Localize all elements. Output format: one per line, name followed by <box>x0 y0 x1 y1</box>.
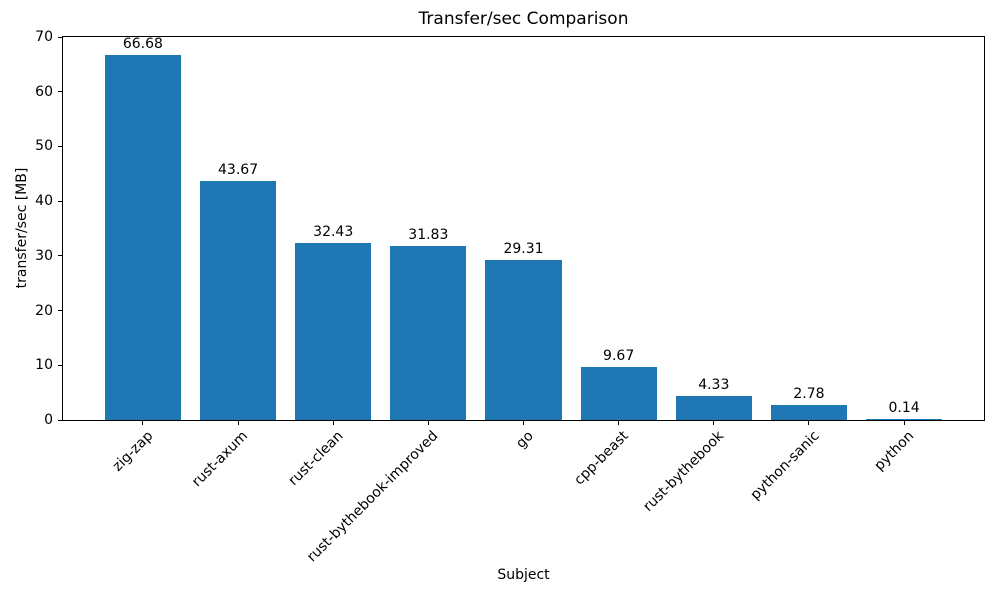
bar <box>295 242 372 420</box>
y-tick-label: 30 <box>35 247 53 264</box>
x-tick-mark <box>523 421 524 425</box>
bar-value-label: 4.33 <box>698 377 730 394</box>
y-tick-mark <box>58 36 62 38</box>
y-tick-label: 10 <box>35 357 53 374</box>
bar-value-label: 31.83 <box>408 226 449 243</box>
y-tick-mark <box>58 255 62 257</box>
bar-value-label: 0.14 <box>888 400 920 416</box>
x-tick-label: rust-axum <box>189 428 252 491</box>
y-tick-mark <box>58 419 62 421</box>
y-tick-mark <box>58 364 62 366</box>
bar-value-label: 2.78 <box>793 385 825 402</box>
y-tick-mark <box>58 200 62 202</box>
bar-value-label: 66.68 <box>122 36 163 53</box>
bar <box>390 245 467 420</box>
x-tick-mark <box>618 421 620 425</box>
x-tick-mark <box>332 421 334 425</box>
bar-value-label: 32.43 <box>313 223 354 240</box>
x-tick-label: go <box>513 428 537 452</box>
x-tick-mark <box>142 421 144 425</box>
bar-value-label: 43.67 <box>218 162 259 179</box>
x-tick-label: cpp-beast <box>571 428 632 489</box>
bar <box>104 55 181 420</box>
y-tick-mark <box>58 145 62 147</box>
x-tick-label: zig-zap <box>109 428 157 475</box>
x-tick-label: python <box>871 428 918 474</box>
y-tick-mark <box>58 310 62 312</box>
x-tick-label: rust-clean <box>285 428 347 489</box>
bar-value-label: 29.31 <box>503 240 544 257</box>
bar <box>770 404 847 420</box>
y-tick-label: 40 <box>35 193 53 210</box>
bar-value-label: 9.67 <box>603 348 635 365</box>
x-tick-mark <box>808 421 810 425</box>
x-tick-mark <box>713 421 715 425</box>
bar <box>485 259 562 420</box>
bar <box>200 181 277 420</box>
bar <box>675 396 752 420</box>
y-tick-label: 60 <box>35 83 53 100</box>
y-tick-label: 0 <box>44 412 53 428</box>
y-tick-mark <box>58 91 62 93</box>
x-tick-mark <box>427 421 429 425</box>
x-tick-label: rust-bythebook <box>640 428 728 515</box>
bar <box>866 419 943 420</box>
chart-title: Transfer/sec Comparison <box>418 9 629 29</box>
x-tick-label: python-sanic <box>747 428 823 504</box>
x-tick-mark <box>903 421 905 425</box>
plot-area: 0 10 20 30 40 50 60 70 66.68 zig-zap 43.67 rust-axu… <box>35 29 985 565</box>
y-tick-label: 20 <box>35 302 53 319</box>
bar <box>580 367 657 420</box>
x-tick-mark <box>237 421 239 425</box>
y-tick-label: 70 <box>35 29 53 45</box>
y-axis-label: transfer/sec [MB] <box>14 167 30 289</box>
y-tick-label: 50 <box>35 138 53 155</box>
x-axis-label: Subject <box>497 567 550 583</box>
